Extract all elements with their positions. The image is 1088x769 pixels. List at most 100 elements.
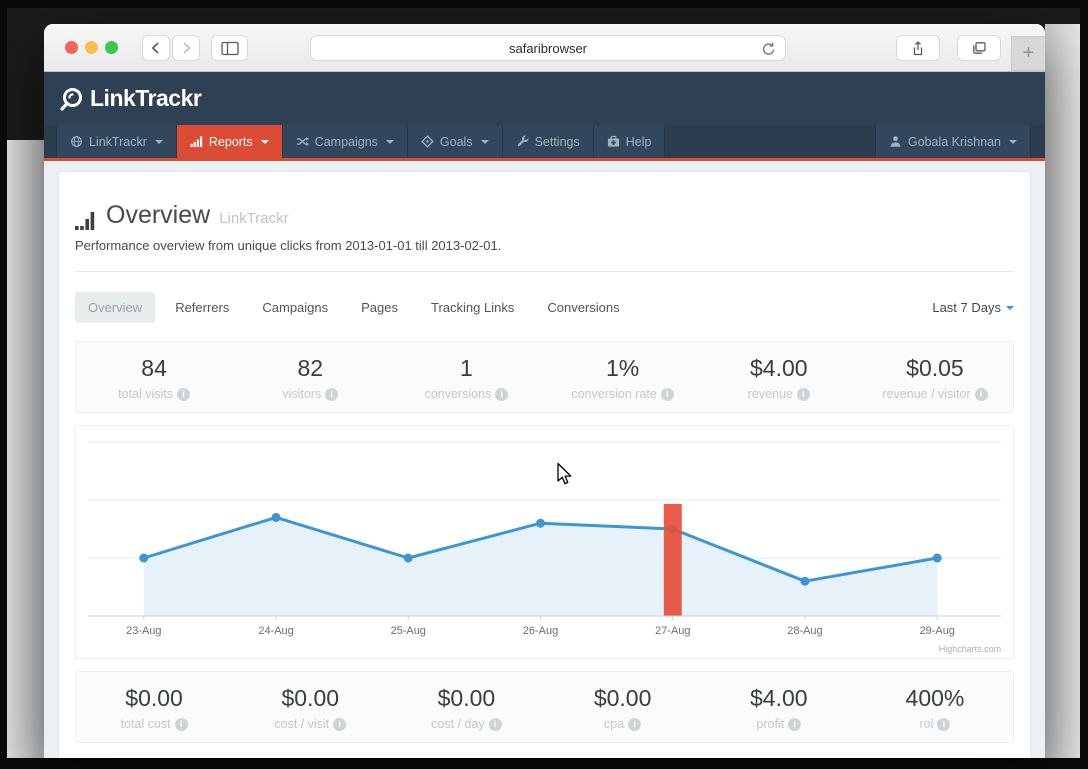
stats-panel-bottom: $0.00 total cost $0.00 cost / visit $0.0… <box>75 671 1014 743</box>
medkit-icon <box>607 135 619 147</box>
tab-overview[interactable]: Overview <box>75 292 156 323</box>
tab-referrers[interactable]: Referrers <box>175 300 230 315</box>
info-icon[interactable] <box>177 387 191 401</box>
svg-text:24-Aug: 24-Aug <box>258 625 293 637</box>
tab-conversions[interactable]: Conversions <box>547 300 620 315</box>
info-icon[interactable] <box>796 387 810 401</box>
background-window-left <box>7 140 44 758</box>
stat-value: $4.00 <box>749 685 808 711</box>
info-icon[interactable] <box>174 717 188 731</box>
tab-pages[interactable]: Pages <box>361 300 399 315</box>
diamond-icon <box>421 135 434 148</box>
share-button[interactable] <box>896 35 940 61</box>
nav-label: Goals <box>439 134 473 149</box>
user-menu[interactable]: Gobala Krishnan <box>874 125 1031 158</box>
info-icon[interactable] <box>495 387 509 401</box>
info-icon[interactable] <box>628 717 642 731</box>
stat-revenue-per-visitor: $0.05 revenue / visitor <box>857 342 1013 412</box>
overview-chart: 23-Aug 24-Aug 25-Aug 26-Aug 27-Aug 28-Aug 29-A… <box>87 441 1002 654</box>
stat-value: $0.00 <box>281 685 340 711</box>
logo-text: LinkTrackr <box>90 85 202 111</box>
svg-text:26-Aug: 26-Aug <box>523 625 558 637</box>
chevron-left-icon <box>151 42 159 54</box>
nav-label: Campaigns <box>314 134 378 149</box>
address-bar[interactable]: safaribrowser <box>310 35 786 61</box>
stat-cpa: $0.00 cpa <box>545 672 701 742</box>
background-window-right <box>1045 24 1080 758</box>
sidebar-icon <box>220 41 239 55</box>
report-card: Overview LinkTrackr Performance overview… <box>58 171 1031 758</box>
tab-campaigns[interactable]: Campaigns <box>262 300 329 315</box>
stat-label: total visits <box>118 387 174 401</box>
date-range-label: Last 7 Days <box>932 300 1001 315</box>
stat-conversions: 1 conversions <box>388 342 544 412</box>
tab-tracking-links[interactable]: Tracking Links <box>431 300 515 315</box>
tab-overview-button[interactable] <box>957 35 1001 61</box>
stat-value: $0.00 <box>437 685 496 711</box>
sidebar-toggle-button[interactable] <box>211 35 248 61</box>
chevron-right-icon <box>183 42 191 54</box>
plus-icon: + <box>1022 42 1035 64</box>
info-icon[interactable] <box>333 717 347 731</box>
stat-label: conversion rate <box>571 387 657 401</box>
share-icon <box>913 40 923 55</box>
user-icon <box>890 136 901 147</box>
close-window-button[interactable] <box>65 41 78 54</box>
stat-revenue: $4.00 revenue <box>701 342 857 412</box>
stat-value: $0.00 <box>125 685 183 711</box>
nav-item-linktrackr[interactable]: LinkTrackr <box>56 125 177 158</box>
stat-value: 1% <box>605 355 640 381</box>
browser-toolbar: safaribrowser <box>44 24 1045 72</box>
stat-total-cost: $0.00 total cost <box>76 672 232 742</box>
nav-label: Help <box>625 134 652 149</box>
new-tab-button[interactable]: + <box>1011 36 1045 71</box>
reload-button[interactable] <box>761 41 776 59</box>
caret-down-icon <box>1006 305 1014 310</box>
nav-item-settings[interactable]: Settings <box>502 125 594 158</box>
stat-value: $0.05 <box>906 355 964 381</box>
user-name: Gobala Krishnan <box>907 134 1001 149</box>
nav-label: LinkTrackr <box>89 134 147 149</box>
stat-label: revenue / visitor <box>882 387 971 401</box>
linktrackr-logo-icon <box>60 88 82 111</box>
nav-item-help[interactable]: Help <box>593 125 666 158</box>
shuffle-icon <box>296 137 309 146</box>
caret-down-icon <box>480 139 489 144</box>
info-icon[interactable] <box>325 387 339 401</box>
info-icon[interactable] <box>788 717 802 731</box>
stat-label: total cost <box>120 717 171 731</box>
info-icon[interactable] <box>488 717 502 731</box>
stat-label: visitors <box>282 387 322 401</box>
report-bars-icon <box>75 212 95 230</box>
stat-profit: $4.00 profit <box>701 672 857 742</box>
svg-text:29-Aug: 29-Aug <box>920 625 955 637</box>
forward-button[interactable] <box>172 35 200 61</box>
main-nav: LinkTrackr Reports <box>44 125 1045 161</box>
traffic-lights <box>65 41 118 54</box>
caret-down-icon <box>385 139 394 144</box>
stat-label: profit <box>756 717 785 731</box>
minimize-window-button[interactable] <box>85 41 98 54</box>
stat-label: conversions <box>424 387 492 401</box>
nav-item-goals[interactable]: Goals <box>407 125 503 158</box>
linktrackr-logo[interactable]: LinkTrackr <box>58 85 202 112</box>
info-icon[interactable] <box>660 387 674 401</box>
stat-label: cpa <box>604 717 625 731</box>
stat-conversion-rate: 1% conversion rate <box>545 342 701 412</box>
nav-item-reports[interactable]: Reports <box>176 125 283 158</box>
nav-item-campaigns[interactable]: Campaigns <box>282 125 408 158</box>
chart-container: 23-Aug 24-Aug 25-Aug 26-Aug 27-Aug 28-Aug 29-A… <box>75 425 1014 659</box>
svg-text:23-Aug: 23-Aug <box>126 625 161 637</box>
stat-cost-per-day: $0.00 cost / day <box>388 672 544 742</box>
date-range-selector[interactable]: Last 7 Days <box>932 300 1014 315</box>
refresh-icon <box>762 42 775 55</box>
caret-down-icon <box>260 139 269 144</box>
info-icon[interactable] <box>937 717 951 731</box>
nav-label: Reports <box>208 134 253 149</box>
stat-label: roi <box>919 717 934 731</box>
tabs-icon <box>973 42 986 54</box>
zoom-window-button[interactable] <box>105 41 118 54</box>
back-button[interactable] <box>142 35 170 61</box>
info-icon[interactable] <box>974 387 988 401</box>
